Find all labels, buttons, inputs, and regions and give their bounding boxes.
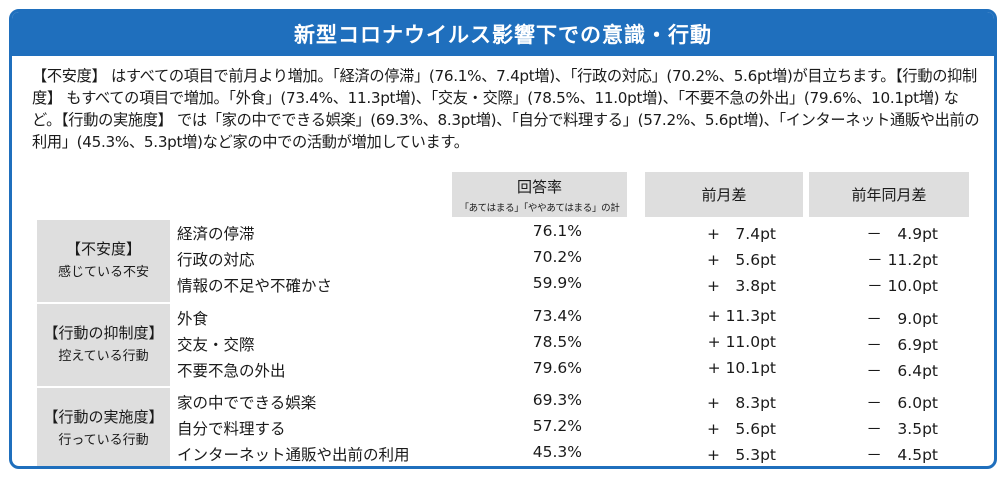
row-mom: + 5.3pt [706,446,776,464]
header-rate: 回答率 「あてはまる」「ややあてはまる」の計 [452,172,627,217]
header-yoy-label: 前年同月差 [851,186,927,204]
row-yoy: － 10.0pt [867,277,938,295]
summary-text: 【不安度】 はすべての項目で前月より増加。「経済の停滞」(76.1%、7.4pt… [32,67,980,151]
category-subtitle: 控えている行動 [58,349,149,364]
category-title: 【行動の抑制度】 [43,324,164,342]
row-yoy: － 6.9pt [866,336,938,354]
row-mom: + 5.6pt [706,251,776,269]
category-title: 【不安度】 [65,240,141,258]
row-mom: + 11.3pt [707,307,776,325]
row-rate: 76.1% [532,222,582,240]
row-item: 情報の不足や不確かさ [177,277,333,295]
panel-title: 新型コロナウイルス影響下での意識・行動 [12,12,994,56]
row-mom: + 10.1pt [707,359,776,377]
row-rate: 57.2% [532,417,582,435]
row-yoy: － 6.4pt [866,362,938,380]
row-mom: + 3.8pt [706,277,776,295]
category-subtitle: 感じている不安 [57,265,149,280]
row-rate: 59.9% [532,274,582,292]
table-row: 自分で料理する 57.2% + 5.6pt － 3.5pt [12,415,994,442]
row-rate: 69.3% [532,391,582,409]
row-mom: + 8.3pt [706,394,776,412]
row-yoy: － 6.0pt [866,394,938,412]
row-yoy: － 4.9pt [866,225,938,243]
category-title: 【行動の実施度】 [43,408,164,426]
header-rate-note: 「あてはまる」「ややあてはまる」の計 [459,202,620,214]
row-rate: 45.3% [532,443,582,461]
row-mom: + 11.0pt [707,333,776,351]
row-mom: + 5.6pt [706,420,776,438]
row-rate: 79.6% [532,359,582,377]
row-yoy: － 4.5pt [866,446,938,464]
row-yoy: － 3.5pt [866,420,938,438]
table-row: 情報の不足や不確かさ 59.9% + 3.8pt － 10.0pt [12,272,994,299]
panel-frame: 新型コロナウイルス影響下での意識・行動 【不安度】 はすべての項目で前月より増加… [9,9,997,469]
header-mom: 前月差 [645,172,803,217]
category-subtitle: 行っている行動 [58,433,149,448]
row-item: 不要不急の外出 [177,362,286,380]
category-restraint: 【行動の抑制度】 控えている行動 [37,304,170,386]
table-row: 交友・交際 78.5% + 11.0pt － 6.9pt [12,331,994,358]
row-rate: 73.4% [532,307,582,325]
row-rate: 70.2% [532,248,582,266]
row-item: 行政の対応 [177,251,255,269]
row-item: 自分で料理する [177,420,286,438]
header-yoy: 前年同月差 [809,172,969,217]
category-implementation: 【行動の実施度】 行っている行動 [37,388,170,466]
row-rate: 78.5% [532,333,582,351]
table-row: インターネット通販や出前の利用 45.3% + 5.3pt － 4.5pt [12,441,994,466]
row-item: 家の中でできる娯楽 [177,394,317,412]
category-anxiety: 【不安度】 感じている不安 [37,220,170,302]
table-row: 経済の停滞 76.1% + 7.4pt － 4.9pt [12,220,994,247]
table-row: 行政の対応 70.2% + 5.6pt － 11.2pt [12,246,994,273]
header-mom-label: 前月差 [701,186,747,204]
table-row: 家の中でできる娯楽 69.3% + 8.3pt － 6.0pt [12,389,994,416]
header-rate-label: 回答率 [516,177,562,196]
row-item: 外食 [177,310,209,328]
row-item: 経済の停滞 [177,225,255,243]
row-item: 交友・交際 [177,336,255,354]
row-mom: + 7.4pt [706,225,776,243]
row-yoy: － 11.2pt [867,251,938,269]
table-row: 外食 73.4% + 11.3pt － 9.0pt [12,305,994,332]
row-item: インターネット通販や出前の利用 [177,446,410,464]
row-yoy: － 9.0pt [866,310,938,328]
table-row: 不要不急の外出 79.6% + 10.1pt － 6.4pt [12,357,994,384]
